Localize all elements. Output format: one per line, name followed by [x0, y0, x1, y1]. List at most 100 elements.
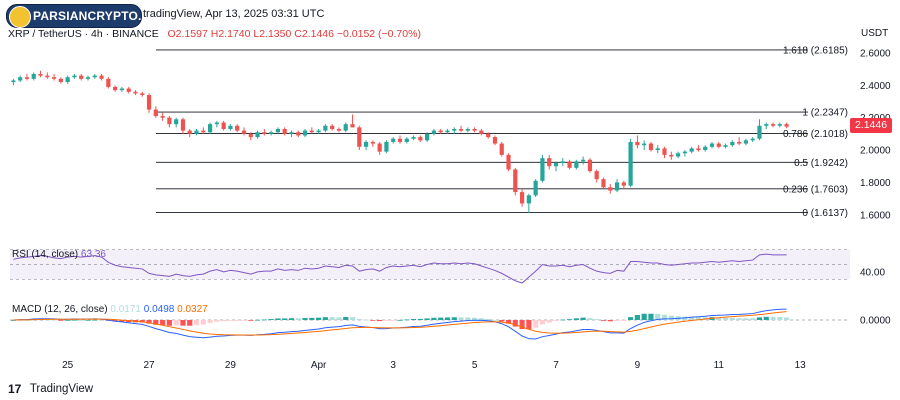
- macd-histogram-bar: [770, 316, 776, 320]
- candle-body: [119, 88, 125, 91]
- candle-body: [506, 154, 511, 170]
- macd-histogram-bar: [234, 320, 240, 321]
- macd-histogram-bar: [634, 315, 640, 320]
- macd-histogram-bar: [573, 318, 579, 320]
- macd-histogram-bar: [539, 320, 546, 325]
- macd-histogram-bar: [424, 318, 430, 320]
- candle-body: [275, 129, 281, 133]
- candle-body: [350, 124, 355, 128]
- candle-body: [262, 132, 267, 134]
- macd-histogram-bar: [282, 318, 288, 320]
- candle-body: [397, 138, 403, 142]
- candle-body: [113, 86, 118, 91]
- macd-histogram-bar: [465, 317, 471, 320]
- candle-body: [126, 88, 131, 92]
- macd-histogram-bar: [410, 319, 417, 320]
- macd-histogram-bar: [655, 313, 661, 320]
- candle-body: [85, 77, 91, 79]
- macd-histogram-bar: [533, 320, 539, 328]
- chart-header: PARSIANCRYPTO.COM tradingView, Apr 13, 2…: [0, 0, 900, 40]
- candle-body: [384, 141, 389, 152]
- candle-body: [180, 119, 186, 131]
- macd-histogram-bar: [363, 319, 369, 321]
- high-value: H2.1740: [210, 28, 251, 40]
- candle-body: [452, 129, 457, 131]
- candle-body: [302, 130, 308, 136]
- candle-body: [255, 132, 260, 138]
- macd-histogram-bar: [661, 314, 668, 320]
- macd-histogram-bar: [431, 317, 437, 320]
- macd-histogram-bar: [51, 319, 57, 321]
- macd-histogram-bar: [119, 320, 125, 322]
- rsi-legend[interactable]: RSI (14, close) 63.36: [12, 249, 106, 260]
- macd-hist-value: 0.0171: [110, 304, 141, 315]
- candle-body: [560, 161, 565, 163]
- time-tick-0: 25: [62, 360, 74, 371]
- candle-body: [472, 129, 477, 131]
- candle-body: [370, 141, 375, 144]
- candle-body: [330, 125, 335, 129]
- candle-body: [519, 192, 525, 204]
- candle-body: [18, 77, 23, 81]
- candle-body: [65, 77, 70, 83]
- time-tick-6: 7: [553, 360, 559, 371]
- time-tick-3: Apr: [311, 360, 327, 371]
- macd-histogram-bar: [587, 318, 593, 320]
- candle-body: [777, 124, 782, 126]
- macd-histogram-bar: [207, 320, 213, 324]
- price-tick-0: 2.6000: [860, 48, 891, 59]
- candle-body: [567, 161, 572, 168]
- macd-histogram-bar: [743, 318, 749, 320]
- macd-histogram-bar: [356, 318, 362, 320]
- fib-label-4: 0.236 (1.7603): [783, 184, 848, 195]
- time-tick-7: 9: [635, 360, 641, 371]
- macd-histogram-bar: [316, 317, 322, 320]
- macd-histogram-bar: [71, 319, 78, 321]
- macd-histogram-bar: [295, 318, 301, 320]
- macd-histogram-bar: [641, 313, 647, 320]
- candle-body: [309, 130, 314, 133]
- macd-histogram-bar: [499, 320, 505, 322]
- macd-histogram-bar: [336, 317, 342, 320]
- tradingview-footer[interactable]: 17 TradingView: [8, 380, 93, 396]
- macd-histogram-bar: [221, 320, 227, 322]
- candle-body: [574, 161, 579, 168]
- candle-body: [669, 154, 674, 157]
- candle-body: [458, 129, 464, 131]
- candle-body: [750, 138, 755, 141]
- time-axis[interactable]: 25 27 29 Apr 3 5 7 9 11 13: [62, 360, 806, 371]
- candle-body: [106, 78, 111, 87]
- macd-label: MACD (12, 26, close): [12, 304, 108, 315]
- candle-body: [51, 77, 57, 79]
- macd-histogram-bar: [173, 320, 179, 326]
- macd-axis-label: 0.0000: [860, 316, 891, 327]
- macd-histogram-bar: [716, 317, 722, 320]
- macd-histogram-bar: [668, 315, 674, 320]
- candle-body: [99, 75, 104, 79]
- macd-histogram-bar: [309, 317, 315, 320]
- candle-body: [737, 141, 742, 144]
- candle-body: [174, 119, 179, 125]
- candle-body: [363, 141, 369, 147]
- macd-histogram-bar: [153, 320, 159, 325]
- fib-label-1: 1 (2.2347): [802, 108, 848, 119]
- macd-histogram-bar: [614, 320, 620, 322]
- candle-body: [411, 137, 416, 139]
- macd-histogram-bar: [451, 317, 457, 320]
- fib-label-0: 1.618 (2.6185): [783, 45, 848, 56]
- macd-histogram-bar: [78, 319, 84, 321]
- candle-body: [533, 180, 538, 196]
- candle-body: [784, 124, 789, 127]
- macd-histogram-bar: [193, 320, 200, 326]
- price-tick-3: 2.0000: [860, 146, 891, 157]
- candle-body: [587, 159, 593, 172]
- macd-legend[interactable]: MACD (12, 26, close) 0.0171 0.0498 0.032…: [12, 304, 208, 315]
- fib-label-3: 0.5 (1.9242): [794, 158, 848, 169]
- candle-body: [235, 125, 240, 131]
- symbol-name[interactable]: XRP / TetherUS · 4h · BINANCE: [8, 28, 159, 40]
- candle-body: [92, 75, 97, 78]
- time-tick-4: 3: [390, 360, 396, 371]
- macd-histogram-bar: [92, 319, 98, 321]
